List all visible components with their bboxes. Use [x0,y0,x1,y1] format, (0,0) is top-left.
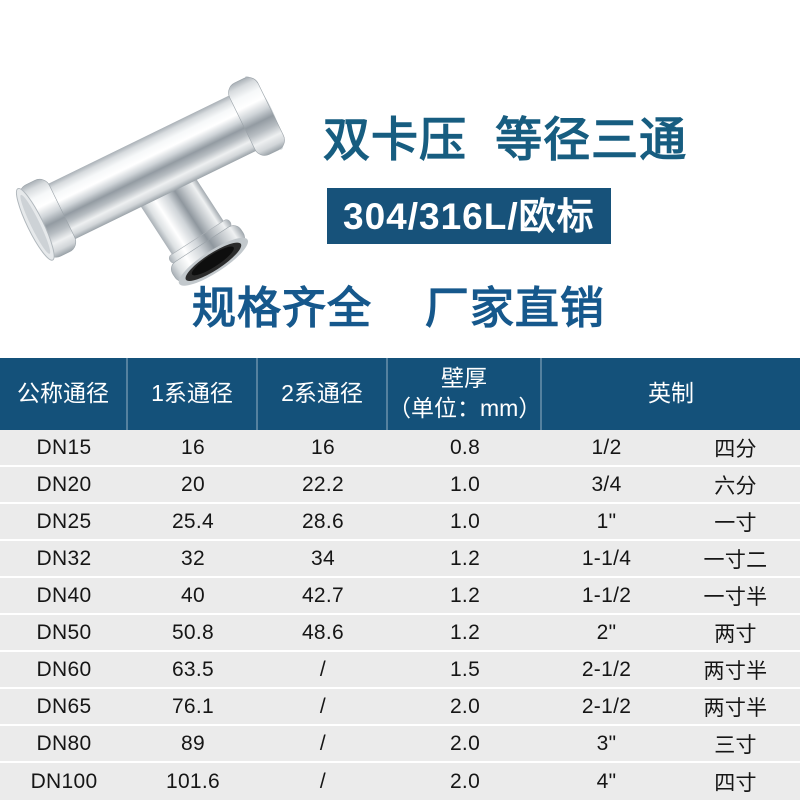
table-cell: DN20 [36,472,92,496]
table-cell: 48.6 [301,620,345,644]
table-cell: 16 [311,435,335,459]
table-cell: 2-1/2 [581,657,632,681]
table-cell: DN15 [36,435,92,459]
table-cell: 两寸 [714,622,757,646]
table-cell: 1-1/4 [581,546,632,570]
table-cell: 两寸半 [703,659,768,683]
spec-table: 公称通径 1系通径 2系通径 壁厚 （单位：mm） 英制 DN15 16 16 … [0,358,800,800]
header-imperial: 英制 [648,380,694,407]
table-cell: 1.0 [449,509,481,533]
table-cell: 2-1/2 [581,694,632,718]
table-cell: 89 [181,731,205,755]
table-row: DN100 101.6 / 2.0 4" 四寸 [0,763,800,800]
table-cell: 两寸半 [703,696,768,720]
material-badge: 304/316L/欧标 [327,188,611,244]
table-cell: 0.8 [449,435,481,459]
table-cell: DN50 [36,620,92,644]
table-cell: 40 [181,583,205,607]
table-cell: 1/2 [591,435,622,459]
table-row: DN32 32 34 1.2 1-1/4 一寸二 [0,541,800,578]
header-wall-thickness: 壁厚 （单位：mm） [388,358,542,430]
table-cell: 32 [181,546,205,570]
table-cell: / [319,694,327,718]
header-series2-diameter: 2系通径 [258,358,388,430]
table-cell: 3/4 [591,472,622,496]
table-cell: / [319,657,327,681]
table-cell: 4" [596,769,617,793]
table-cell: 1.2 [449,546,481,570]
table-cell: 四分 [714,437,757,461]
table-cell: 50.8 [171,620,215,644]
table-cell: 三寸 [714,733,757,757]
table-cell: 22.2 [301,472,345,496]
table-cell: 25.4 [171,509,215,533]
table-row: DN50 50.8 48.6 1.2 2" 两寸 [0,615,800,652]
table-cell: / [319,731,327,755]
table-cell: 1-1/2 [581,583,632,607]
table-cell: 2.0 [449,769,481,793]
table-cell: DN40 [36,583,92,607]
table-cell: 2" [596,620,617,644]
table-cell: DN65 [36,694,92,718]
table-cell: 1" [596,509,617,533]
table-cell: 一寸半 [703,585,768,609]
table-row: DN80 89 / 2.0 3" 三寸 [0,726,800,763]
table-cell: 3" [596,731,617,755]
table-row: DN65 76.1 / 2.0 2-1/2 两寸半 [0,689,800,726]
table-cell: 1.2 [449,620,481,644]
header-nominal-diameter: 公称通径 [0,358,128,430]
table-row: DN60 63.5 / 1.5 2-1/2 两寸半 [0,652,800,689]
table-cell: 76.1 [171,694,215,718]
table-cell: 34 [311,546,335,570]
table-row: DN15 16 16 0.8 1/2 四分 [0,430,800,467]
table-cell: 1.0 [449,472,481,496]
table-cell: 20 [181,472,205,496]
product-title: 双卡压 等径三通 [323,113,688,166]
table-cell: DN100 [30,769,98,793]
table-cell: 四寸 [714,771,757,795]
table-cell: 42.7 [301,583,345,607]
table-cell: 63.5 [171,657,215,681]
product-photo [2,18,314,286]
hero-section: 双卡压 等径三通 304/316L/欧标 规格齐全 厂家直销 [0,0,800,358]
table-cell: 一寸二 [703,548,768,572]
table-cell: 一寸 [714,511,757,535]
table-row: DN40 40 42.7 1.2 1-1/2 一寸半 [0,578,800,615]
table-cell: 16 [181,435,205,459]
table-cell: 1.5 [449,657,481,681]
branch-bore [191,246,234,276]
table-cell: 1.2 [449,583,481,607]
table-cell: DN25 [36,509,92,533]
table-cell: 六分 [714,474,757,498]
table-cell: / [319,769,327,793]
table-row: DN20 20 22.2 1.0 3/4 六分 [0,467,800,504]
table-cell: DN32 [36,546,92,570]
table-cell: 101.6 [165,769,221,793]
table-cell: DN80 [36,731,92,755]
table-cell: 2.0 [449,731,481,755]
table-cell: DN60 [36,657,92,681]
table-cell: 2.0 [449,694,481,718]
stainless-tee-fitting-illustration [15,76,285,286]
table-header-row: 公称通径 1系通径 2系通径 壁厚 （单位：mm） 英制 [0,358,800,430]
header-series1-diameter: 1系通径 [128,358,258,430]
selling-points: 规格齐全 厂家直销 [192,284,605,333]
table-row: DN25 25.4 28.6 1.0 1" 一寸 [0,504,800,541]
tee-main-pipe [15,76,285,261]
table-cell: 28.6 [301,509,345,533]
